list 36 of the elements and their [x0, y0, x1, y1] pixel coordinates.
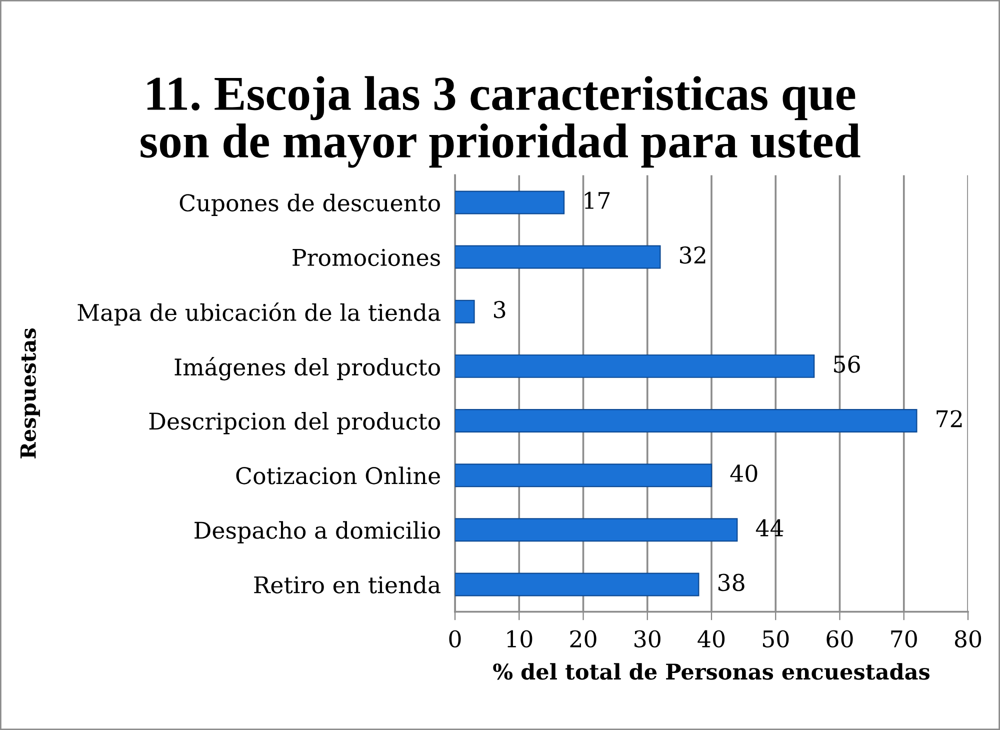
- y-tick-label: Descripcion del producto: [149, 412, 440, 434]
- y-tick-label: Promociones: [292, 248, 440, 266]
- y-tick-label: Cotizacion Online: [236, 466, 440, 484]
- bar: [455, 300, 475, 324]
- data-label: 40: [730, 464, 758, 482]
- x-tick-label: 20: [570, 630, 596, 648]
- data-label: 72: [936, 410, 962, 428]
- y-tick-label: Cupones de descuento: [180, 194, 440, 216]
- x-tick-label: 50: [762, 630, 789, 648]
- y-tick-label: Mapa de ubicación de la tienda: [78, 302, 440, 326]
- data-label: 17: [584, 192, 610, 209]
- bar: [455, 518, 738, 542]
- bar: [455, 190, 565, 214]
- data-label: 44: [756, 519, 784, 536]
- x-tick-label: 70: [891, 630, 917, 648]
- bar: [455, 354, 815, 378]
- x-tick-label: 40: [698, 630, 725, 648]
- data-label: 56: [834, 356, 860, 373]
- chart-title: 11. Escoja las 3 caracteristicas que son de mayor prioridad para usted: [140, 76, 860, 168]
- bar: [455, 572, 700, 596]
- x-tick-label: 80: [954, 630, 982, 648]
- x-axis-title: % del total de Personas encuestadas: [493, 663, 930, 680]
- bar: [455, 409, 918, 432]
- y-tick-label: Imágenes del producto: [174, 357, 440, 380]
- bar: [455, 464, 712, 488]
- y-tick-label: Retiro en tienda: [254, 576, 440, 594]
- data-label: 38: [718, 574, 744, 592]
- y-axis-title: Respuestas: [20, 328, 40, 458]
- x-tick-label: 30: [634, 630, 660, 648]
- y-tick-label: Despacho a domicilio: [194, 521, 440, 544]
- x-tick-label: 0: [449, 630, 461, 648]
- bar: [455, 245, 661, 269]
- data-label: 3: [494, 300, 506, 318]
- data-label: 32: [680, 246, 706, 264]
- x-tick-label: 60: [826, 630, 853, 648]
- x-tick-label: 10: [507, 630, 532, 648]
